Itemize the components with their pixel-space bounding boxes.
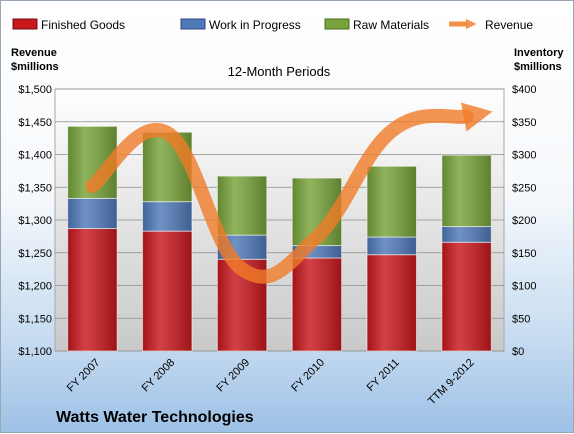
left-axis-title-line2: $millions xyxy=(11,61,59,73)
revenue-line-path xyxy=(85,102,493,284)
left-tick-label: $1,150 xyxy=(18,313,52,325)
bar-segment-shade xyxy=(67,228,118,352)
left-tick-label: $1,350 xyxy=(18,182,52,194)
left-tick-label: $1,200 xyxy=(18,281,52,293)
legend-swatch-finished-goods xyxy=(12,18,38,30)
bar-segment-shade xyxy=(366,165,417,238)
left-tick-label: $1,400 xyxy=(18,150,52,162)
x-tick-label: FY 2009 xyxy=(214,357,252,395)
revenue-point xyxy=(240,267,244,271)
left-tick-label: $1,300 xyxy=(18,215,52,227)
right-tick-label: $200 xyxy=(512,215,536,227)
revenue-point xyxy=(315,235,319,239)
right-axis-title-line2: $millions xyxy=(514,61,562,73)
x-tick-label: FY 2007 xyxy=(65,357,103,395)
revenue-point xyxy=(465,115,469,119)
left-tick-label: $1,450 xyxy=(18,117,52,129)
right-tick-label: $100 xyxy=(512,281,536,293)
right-tick-label: $250 xyxy=(512,182,536,194)
revenue-point xyxy=(90,184,94,188)
left-axis-title-line1: Revenue xyxy=(11,47,57,59)
x-tick-label: FY 2010 xyxy=(289,357,327,395)
legend-label-work-in-progress: Work in Progress xyxy=(209,18,301,32)
legend-label-finished-goods: Finished Goods xyxy=(41,18,125,32)
revenue-point xyxy=(165,131,169,135)
legend-label-revenue: Revenue xyxy=(485,18,533,32)
right-tick-label: $150 xyxy=(512,248,536,260)
left-tick-label: $1,100 xyxy=(18,346,52,358)
chart-subtitle: 12-Month Periods xyxy=(228,64,331,79)
right-axis-title-line1: Inventory xyxy=(514,47,564,59)
bar-segment-shade xyxy=(366,254,417,352)
bar-segment-shade xyxy=(366,236,417,256)
right-tick-label: $350 xyxy=(512,117,536,129)
company-name: Watts Water Technologies xyxy=(56,409,254,426)
right-axis-ticks: $0 $50 $100 $150 $200 $250 $300 $350 $400 xyxy=(512,84,536,358)
bar-segment-shade xyxy=(67,197,118,230)
bar-segment-shade xyxy=(441,226,492,243)
right-tick-label: $0 xyxy=(512,346,524,358)
bar-segment-shade xyxy=(142,201,193,232)
bar-segment-shade xyxy=(441,241,492,352)
revenue-point xyxy=(390,129,394,133)
legend-swatch-raw-materials xyxy=(324,18,350,30)
legend-label-raw-materials: Raw Materials xyxy=(353,18,429,32)
bar-segment-shade xyxy=(216,175,268,236)
right-tick-label: $300 xyxy=(512,150,536,162)
bar-segment-shade xyxy=(291,257,343,352)
x-axis-ticks: FY 2007 FY 2008 FY 2009 FY 2010 FY 2011 TTM 9… xyxy=(65,357,477,408)
x-tick-label: FY 2011 xyxy=(365,357,402,394)
legend: Finished Goods Work in Progress Raw Mate… xyxy=(12,18,533,32)
left-tick-label: $1,250 xyxy=(18,248,52,260)
bar-segment-shade xyxy=(441,154,492,228)
left-axis-ticks: $1,100 $1,150 $1,200 $1,250 $1,300 $1,350 $1,4… xyxy=(18,84,52,358)
right-tick-label: $400 xyxy=(512,84,536,96)
left-tick-label: $1,500 xyxy=(18,84,52,96)
right-tick-label: $50 xyxy=(512,313,530,325)
legend-swatch-work-in-progress xyxy=(180,18,206,30)
bar-segment-shade xyxy=(142,131,193,203)
x-tick-label: FY 2008 xyxy=(140,357,178,395)
bars xyxy=(67,125,492,352)
gridlines xyxy=(55,88,504,352)
revenue-line xyxy=(85,102,493,284)
bar-segment-shade xyxy=(142,230,193,352)
x-tick-label: TTM 9-2012 xyxy=(426,357,477,408)
